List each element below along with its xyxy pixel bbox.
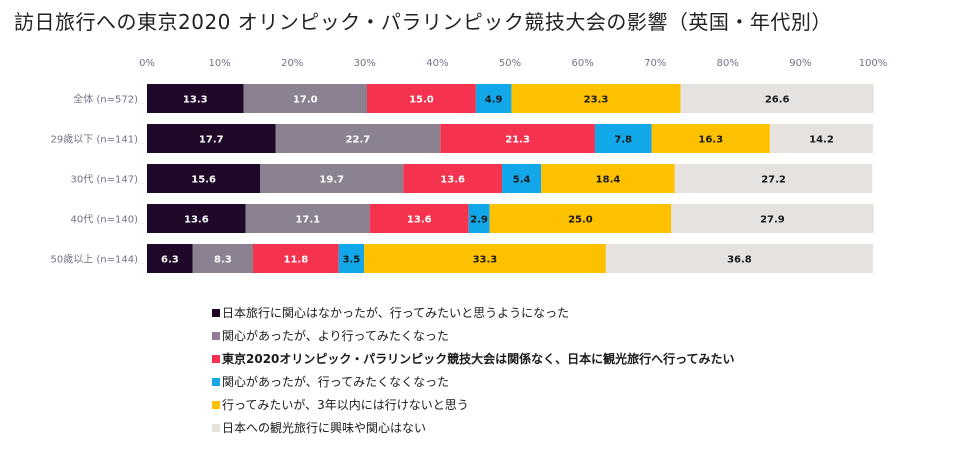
- bar-segment: [502, 164, 542, 193]
- legend-entry: 関心があったが、より行ってみたくなった: [222, 328, 449, 343]
- data-label: 3.5: [343, 255, 361, 266]
- category-label: 50歳以上 (n=144): [50, 254, 138, 266]
- legend-entry: 日本への観光旅行に興味や関心はない: [222, 421, 426, 435]
- bar-segment: [147, 204, 246, 233]
- bar-segment: [605, 244, 873, 273]
- data-label: 26.6: [765, 95, 790, 106]
- bar-segment: [651, 124, 770, 153]
- bar-segment: [192, 244, 253, 273]
- legend-swatch: [212, 378, 220, 386]
- data-label: 36.8: [727, 255, 752, 266]
- data-label: 27.9: [760, 215, 785, 226]
- x-tick-label: 80%: [717, 58, 739, 69]
- data-label: 17.7: [199, 135, 224, 146]
- bar-segment: [364, 244, 606, 273]
- data-label: 17.0: [293, 95, 318, 106]
- bar-segment: [769, 124, 873, 153]
- x-tick-label: 60%: [571, 58, 593, 69]
- data-label: 13.6: [407, 215, 432, 226]
- x-tick-label: 30%: [354, 58, 376, 69]
- data-label: 27.2: [761, 175, 786, 186]
- data-label: 5.4: [513, 175, 531, 186]
- category-label: 30代 (n=147): [70, 174, 138, 186]
- legend-swatch: [212, 424, 220, 432]
- data-label: 15.0: [409, 95, 434, 106]
- bar-segment: [275, 124, 441, 153]
- bar-segment: [243, 84, 367, 113]
- x-tick-label: 40%: [426, 58, 448, 69]
- legend-swatch: [212, 355, 220, 363]
- data-label: 17.1: [295, 215, 320, 226]
- bar-segment: [147, 84, 244, 113]
- bar-segment: [366, 84, 476, 113]
- bar-segment: [468, 204, 490, 233]
- x-tick-label: 20%: [281, 58, 303, 69]
- data-label: 15.6: [191, 175, 216, 186]
- data-label: 25.0: [568, 215, 593, 226]
- category-label: 全体 (n=572): [73, 93, 138, 106]
- legend-swatch: [212, 309, 220, 317]
- data-label: 13.3: [183, 95, 208, 106]
- bar-segment: [541, 164, 675, 193]
- legend-swatch: [212, 401, 220, 409]
- bar-segment: [260, 164, 404, 193]
- data-label: 13.6: [440, 175, 465, 186]
- bar-segment: [147, 164, 261, 193]
- data-label: 7.8: [614, 135, 632, 146]
- x-tick-label: 70%: [644, 58, 666, 69]
- bar-segment: [245, 204, 370, 233]
- bar-segment: [369, 204, 469, 233]
- bar-segment: [680, 84, 874, 113]
- data-label: 19.7: [319, 175, 344, 186]
- legend-entry: 日本旅行に関心はなかったが、行ってみたいと思うようになった: [222, 305, 569, 320]
- bar-segment: [338, 244, 365, 273]
- bar-segment: [475, 84, 512, 113]
- data-label: 22.7: [346, 135, 371, 146]
- bar-segment: [147, 124, 276, 153]
- x-tick-label: 100%: [859, 58, 888, 69]
- x-tick-label: 50%: [499, 58, 521, 69]
- data-label: 11.8: [283, 255, 308, 266]
- bar-segment: [147, 244, 193, 273]
- bar-segment: [440, 124, 595, 153]
- data-label: 33.3: [473, 255, 498, 266]
- legend-entry: 行ってみたいが、3年以内には行けないと思う: [222, 397, 469, 412]
- data-label: 13.6: [184, 215, 209, 226]
- category-label: 40代 (n=140): [70, 214, 138, 226]
- bar-segment: [511, 84, 681, 113]
- data-label: 2.9: [470, 215, 488, 226]
- category-label: 29歳以下 (n=141): [50, 134, 138, 146]
- data-label: 6.3: [161, 255, 179, 266]
- data-label: 18.4: [596, 175, 621, 186]
- data-label: 16.3: [698, 135, 723, 146]
- bar-segment: [252, 244, 339, 273]
- data-label: 4.9: [485, 95, 503, 106]
- legend-entry: 関心があったが、行ってみたくなくなった: [222, 374, 449, 389]
- bar-segment: [489, 204, 672, 233]
- legend-entry: 東京2020オリンピック・パラリンピック競技大会は関係なく、日本に観光旅行へ行っ…: [222, 351, 735, 366]
- data-label: 14.2: [809, 135, 834, 146]
- bar-segment: [403, 164, 503, 193]
- data-label: 21.3: [505, 135, 530, 146]
- x-tick-label: 10%: [208, 58, 230, 69]
- bar-segment: [671, 204, 874, 233]
- bar-segment: [674, 164, 873, 193]
- x-tick-label: 0%: [139, 58, 155, 69]
- data-label: 8.3: [214, 255, 232, 266]
- bar-segment: [594, 124, 652, 153]
- chart-title: 訪日旅行への東京2020 オリンピック・パラリンピック競技大会の影響（英国・年代…: [14, 10, 832, 34]
- legend-swatch: [212, 332, 220, 340]
- data-label: 23.3: [584, 95, 609, 106]
- x-tick-label: 90%: [789, 58, 811, 69]
